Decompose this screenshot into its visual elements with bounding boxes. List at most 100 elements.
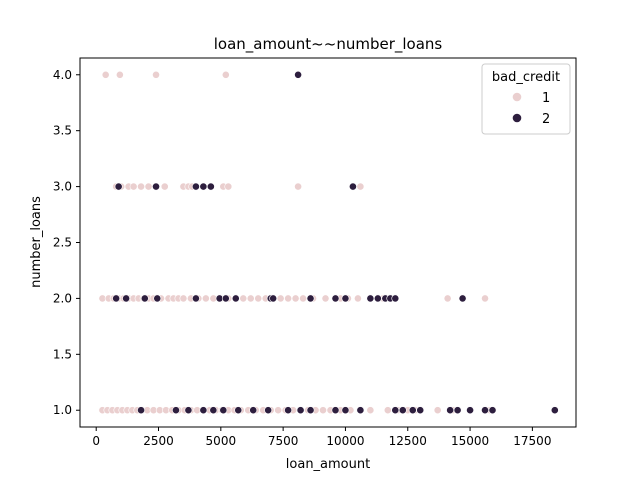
data-point-series-2 — [231, 294, 240, 303]
y-tick-label: 3.5 — [53, 124, 72, 138]
data-point-series-1 — [383, 406, 392, 415]
data-point-series-1 — [129, 182, 138, 191]
x-tick-label: 2500 — [143, 434, 174, 448]
legend-marker-series-1 — [512, 92, 522, 102]
data-point-series-1 — [254, 294, 263, 303]
data-point-series-2 — [172, 406, 180, 415]
x-tick-label: 7500 — [268, 434, 299, 448]
data-point-series-2 — [341, 406, 350, 415]
data-point-series-2 — [184, 406, 193, 415]
y-axis-label: number_loans — [29, 196, 44, 288]
x-axis: 0 2500 5000 7500 10000 12500 15000 17500 — [92, 427, 551, 448]
data-point-series-2 — [219, 406, 228, 415]
data-point-series-2 — [416, 406, 425, 415]
legend-title: bad_credit — [492, 70, 560, 85]
data-point-series-2 — [458, 294, 467, 303]
data-point-series-2 — [306, 294, 315, 303]
chart-title: loan_amount~~number_loans — [214, 35, 443, 54]
data-point-series-1 — [291, 294, 300, 303]
data-point-series-2 — [349, 182, 357, 191]
data-point-series-2 — [191, 294, 200, 303]
data-point-series-1 — [224, 182, 233, 191]
data-point-series-2 — [296, 406, 305, 415]
x-tick-label: 17500 — [513, 434, 551, 448]
data-point-series-1 — [294, 182, 302, 191]
data-point-series-1 — [246, 294, 255, 303]
y-tick-label: 2.5 — [53, 236, 72, 250]
data-point-series-1 — [137, 182, 145, 191]
data-point-series-1 — [201, 294, 210, 303]
y-tick-label: 1.5 — [53, 347, 72, 361]
data-points — [98, 70, 559, 415]
x-axis-label: loan_amount — [286, 457, 370, 472]
data-point-series-1 — [481, 294, 489, 303]
data-point-series-2 — [466, 406, 474, 415]
x-tick-label: 12500 — [389, 434, 427, 448]
data-point-series-2 — [446, 406, 455, 415]
data-point-series-2 — [306, 406, 315, 415]
legend-label-series-2: 2 — [542, 112, 550, 127]
data-point-series-2 — [199, 182, 208, 191]
data-point-series-1 — [179, 294, 188, 303]
data-point-series-1 — [366, 406, 375, 415]
data-point-series-2 — [331, 294, 340, 303]
data-point-series-2 — [481, 406, 489, 415]
x-tick-label: 10000 — [326, 434, 364, 448]
data-point-series-1 — [319, 406, 327, 415]
legend-marker-series-2 — [512, 113, 522, 123]
data-point-series-2 — [284, 406, 293, 415]
data-point-series-2 — [114, 182, 123, 191]
y-tick-label: 2.0 — [53, 291, 72, 305]
data-point-series-2 — [550, 406, 559, 415]
data-point-series-1 — [144, 182, 153, 191]
data-point-series-1 — [160, 182, 169, 191]
data-point-series-1 — [115, 70, 124, 79]
data-point-series-2 — [373, 294, 382, 303]
data-point-series-2 — [152, 182, 160, 191]
data-point-series-1 — [433, 406, 442, 415]
data-point-series-2 — [391, 406, 400, 415]
data-point-series-2 — [199, 406, 208, 415]
data-point-series-2 — [294, 70, 302, 79]
data-point-series-2 — [206, 182, 215, 191]
x-tick-label: 0 — [92, 434, 100, 448]
data-point-series-1 — [299, 294, 307, 303]
data-point-series-2 — [112, 294, 121, 303]
y-tick-label: 3.0 — [53, 180, 72, 194]
data-point-series-2 — [140, 294, 149, 303]
data-point-series-2 — [191, 182, 200, 191]
x-tick-label: 5000 — [206, 434, 237, 448]
data-point-series-2 — [366, 294, 375, 303]
data-point-series-1 — [443, 294, 452, 303]
legend: bad_credit 1 2 — [481, 63, 571, 135]
y-tick-label: 1.0 — [53, 403, 72, 417]
data-point-series-1 — [354, 294, 362, 303]
y-tick-label: 4.0 — [53, 68, 72, 82]
data-point-series-2 — [153, 294, 162, 303]
data-point-series-1 — [239, 294, 248, 303]
data-point-series-1 — [101, 70, 110, 79]
legend-box — [481, 63, 571, 135]
data-point-series-2 — [398, 406, 407, 415]
data-point-series-2 — [453, 406, 462, 415]
data-point-series-2 — [269, 294, 278, 303]
data-point-series-2 — [249, 406, 258, 415]
data-point-series-2 — [221, 294, 230, 303]
x-tick-label: 15000 — [451, 434, 489, 448]
data-point-series-1 — [284, 294, 293, 303]
data-point-series-2 — [341, 294, 350, 303]
data-point-series-2 — [408, 406, 417, 415]
data-point-series-1 — [221, 70, 230, 79]
data-point-series-2 — [122, 294, 131, 303]
data-point-series-2 — [209, 406, 218, 415]
data-point-series-2 — [488, 406, 497, 415]
data-point-series-2 — [137, 406, 145, 415]
data-point-series-2 — [264, 406, 273, 415]
data-point-series-1 — [152, 70, 160, 79]
data-point-series-1 — [274, 406, 283, 415]
data-point-series-2 — [356, 406, 365, 415]
data-point-series-1 — [356, 182, 365, 191]
y-axis: 1.0 1.5 2.0 2.5 3.0 3.5 4.0 — [53, 68, 80, 417]
data-point-series-2 — [331, 406, 340, 415]
